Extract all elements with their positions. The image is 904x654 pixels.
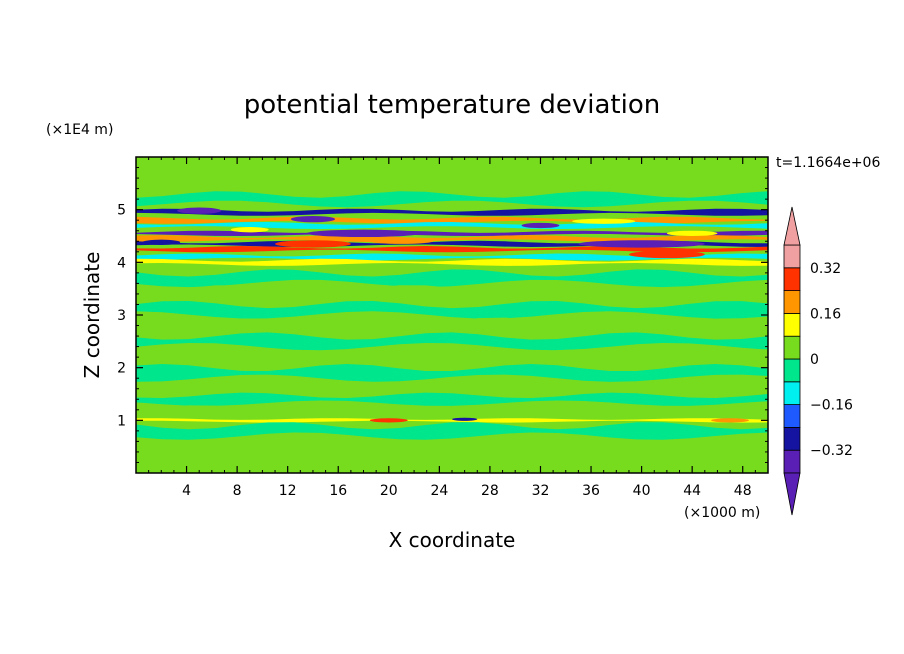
contour-band: [136, 246, 768, 253]
colorbar-label: −0.32: [810, 443, 853, 459]
contour-feature: [711, 418, 750, 423]
contour-band: [136, 440, 768, 463]
colorbar-segment: [783, 290, 801, 314]
contour-band: [136, 285, 768, 303]
x-tick-label: 4: [182, 483, 191, 499]
contour-feature: [521, 222, 560, 229]
x-unit-label: (×1000 m): [684, 505, 760, 521]
colorbar-label: 0.16: [810, 306, 841, 322]
colorbar: 0.32 0.16 0 −0.16 −0.32: [783, 206, 853, 516]
contour-band: [136, 258, 768, 266]
y-tick-label: 2: [117, 361, 126, 377]
contour-band: [136, 253, 768, 261]
y-axis-label: Z coordinate: [80, 252, 104, 379]
colorbar-segment: [783, 358, 801, 383]
contour-feature: [369, 238, 434, 244]
contour-band: [136, 422, 768, 440]
x-tick-label: 48: [734, 483, 752, 499]
colorbar-label: −0.16: [810, 398, 853, 414]
contour-band: [136, 364, 768, 382]
contour-feature: [177, 207, 222, 214]
contour-feature: [142, 239, 181, 245]
colorbar-segment: [783, 449, 801, 474]
contour-band: [136, 382, 768, 396]
x-tick-label: 8: [233, 483, 242, 499]
contour-band: [136, 332, 768, 351]
contour-feature: [306, 229, 421, 238]
colorbar-segment: [783, 244, 801, 269]
x-tick-label: 16: [329, 483, 347, 499]
contour-band: [136, 349, 768, 365]
y-axis-ticks: 1 2 3 4 5: [117, 167, 768, 463]
contour-band: [136, 317, 768, 334]
time-label: t=1.1664e+06: [776, 155, 880, 171]
colorbar-extend-bottom: [783, 472, 801, 516]
x-tick-label: 36: [582, 483, 600, 499]
colorbar-segment: [783, 312, 801, 337]
x-tick-label: 40: [633, 483, 651, 499]
x-tick-label: 28: [481, 483, 499, 499]
contour-band: [136, 172, 768, 195]
y-tick-label: 4: [117, 255, 126, 271]
x-axis-ticks: 4 8 12 16 20 24 28 32 36 40 44 48: [148, 157, 756, 499]
contour-features: [142, 207, 750, 423]
contour-band: [136, 392, 768, 406]
contour-feature: [572, 218, 636, 224]
y-tick-label: 3: [117, 308, 126, 324]
contour-band: [136, 230, 768, 236]
contour-feature: [628, 250, 705, 259]
contour-feature: [369, 418, 408, 423]
x-tick-label: 24: [430, 483, 448, 499]
colorbar-label: 0.32: [810, 261, 841, 277]
colorbar-segment: [783, 335, 801, 360]
contour-feature: [290, 215, 336, 223]
contour-bands: [136, 172, 768, 463]
y-tick-label: 1: [117, 413, 126, 429]
contour-feature: [578, 240, 705, 248]
contour-feature: [275, 240, 351, 248]
chart-title: potential temperature deviation: [244, 90, 660, 120]
y-unit-label: (×1E4 m): [46, 122, 113, 138]
x-tick-label: 12: [279, 483, 297, 499]
contour-band: [136, 301, 768, 319]
colorbar-segment: [783, 404, 801, 428]
contour-feature: [230, 227, 269, 233]
contour-band: [136, 418, 768, 423]
colorbar-extend-top: [783, 206, 801, 246]
contour-band: [136, 191, 768, 208]
x-tick-label: 32: [532, 483, 550, 499]
contour-feature: [452, 417, 478, 421]
y-tick-label: 5: [117, 203, 126, 219]
colorbar-segment: [783, 267, 801, 291]
x-axis-label: X coordinate: [389, 528, 516, 552]
colorbar-segment: [783, 426, 801, 451]
contour-band: [136, 405, 768, 415]
contour-band: [136, 235, 768, 243]
contour-band: [136, 269, 768, 288]
contour-band: [136, 208, 768, 216]
x-tick-label: 20: [380, 483, 398, 499]
colorbar-segment: [783, 381, 801, 405]
contour-feature: [666, 230, 718, 236]
x-tick-label: 44: [683, 483, 701, 499]
colorbar-label: 0: [810, 352, 819, 368]
plot-area: [136, 157, 768, 473]
